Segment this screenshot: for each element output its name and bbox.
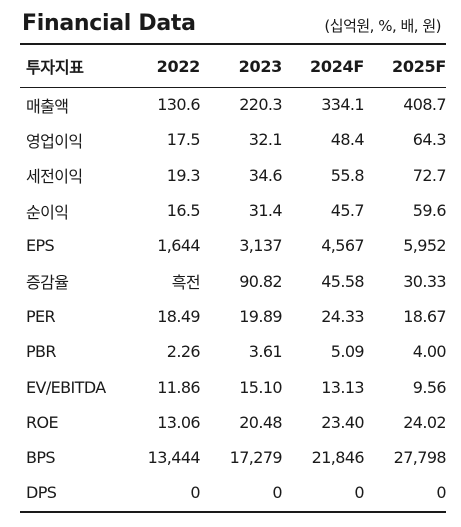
cell-value: 55.8: [330, 165, 365, 185]
cell-value: 2.26: [166, 342, 201, 362]
cell-value: 0: [354, 483, 364, 503]
cell-value: 19.89: [239, 306, 282, 326]
table-header: 투자지표 2022 2023 2024F 2025F: [20, 45, 446, 87]
cell-value: 24.33: [321, 306, 364, 326]
cell-value: 15.10: [239, 377, 282, 397]
row-label: ROE: [26, 412, 59, 432]
row-label: 영업이익: [26, 131, 83, 151]
cell-value: 20.48: [239, 412, 282, 432]
cell-value: 16.5: [166, 201, 201, 221]
table-row: PER 18.49 19.89 24.33 18.67: [20, 299, 447, 334]
row-label: EV/EBITDA: [26, 377, 106, 397]
cell-value: 3.61: [248, 342, 283, 362]
cell-value: 59.6: [412, 201, 447, 221]
header-row: 투자지표 2022 2023 2024F 2025F: [20, 45, 446, 87]
row-label: BPS: [26, 448, 56, 468]
cell-value: 9.56: [412, 377, 447, 397]
column-header-2022: 2022: [156, 56, 201, 76]
column-header-metric: 투자지표: [26, 58, 84, 77]
cell-value: 220.3: [239, 95, 282, 115]
row-label: 매출액: [26, 96, 69, 116]
cell-value: 34.6: [248, 165, 283, 185]
cell-value: 408.7: [403, 95, 446, 115]
cell-value: 17.5: [166, 130, 201, 150]
cell-value: 5,952: [403, 236, 446, 256]
cell-value: 27,798: [393, 448, 447, 468]
row-label: PER: [26, 306, 56, 326]
cell-value: 11.86: [157, 377, 200, 397]
cell-value: 72.7: [412, 165, 447, 185]
cell-value: 130.6: [157, 95, 200, 115]
column-header-2023: 2023: [238, 56, 283, 76]
table-row: 세전이익 19.3 34.6 55.8 72.7: [20, 158, 447, 193]
table-body: 매출액 130.6 220.3 334.1 408.7 영업이익 17.5 32…: [20, 87, 447, 511]
row-label: 순이익: [26, 202, 69, 222]
cell-value: 45.7: [330, 201, 365, 221]
table-header-rule: [20, 87, 446, 88]
row-label: EPS: [26, 236, 55, 256]
cell-value: 흑전: [171, 273, 201, 293]
cell-value: 24.02: [403, 412, 446, 432]
table-bottom-rule: [20, 511, 446, 513]
cell-value: 3,137: [239, 236, 282, 256]
table-row: ROE 13.06 20.48 23.40 24.02: [20, 405, 447, 440]
unit-note: (십억원, %, 배, 원): [324, 17, 441, 35]
table-row: 증감율 흑전 90.82 45.58 30.33: [20, 263, 447, 298]
cell-value: 13.13: [321, 377, 364, 397]
financial-data-table: 투자지표 2022 2023 2024F 2025F 매출액 130.6 220…: [20, 45, 447, 511]
cell-value: 19.3: [166, 165, 201, 185]
cell-value: 90.82: [239, 271, 282, 291]
table-row: BPS 13,444 17,279 21,846 27,798: [20, 440, 447, 475]
cell-value: 0: [436, 483, 446, 503]
row-label: 세전이익: [26, 167, 83, 187]
cell-value: 64.3: [412, 130, 447, 150]
column-header-2024f: 2024F: [310, 56, 364, 76]
cell-value: 17,279: [229, 448, 283, 468]
table-row: DPS 0 0 0 0: [20, 475, 447, 510]
table-top-rule: [20, 43, 446, 45]
cell-value: 1,644: [157, 236, 200, 256]
cell-value: 0: [272, 483, 282, 503]
row-label: PBR: [26, 342, 57, 362]
cell-value: 4.00: [412, 342, 447, 362]
cell-value: 30.33: [403, 271, 446, 291]
cell-value: 13,444: [147, 448, 201, 468]
cell-value: 18.49: [157, 306, 200, 326]
cell-value: 13.06: [157, 412, 200, 432]
column-header-2025f: 2025F: [392, 56, 446, 76]
cell-value: 21,846: [311, 448, 365, 468]
cell-value: 334.1: [321, 95, 364, 115]
cell-value: 4,567: [321, 236, 364, 256]
cell-value: 32.1: [248, 130, 283, 150]
table-row: EV/EBITDA 11.86 15.10 13.13 9.56: [20, 369, 447, 404]
row-label: 증감율: [26, 273, 69, 293]
page-title: Financial Data: [22, 11, 196, 36]
table-row: PBR 2.26 3.61 5.09 4.00: [20, 334, 447, 369]
cell-value: 23.40: [321, 412, 364, 432]
cell-value: 31.4: [248, 201, 283, 221]
cell-value: 18.67: [403, 306, 446, 326]
cell-value: 45.58: [321, 271, 364, 291]
table-row: 영업이익 17.5 32.1 48.4 64.3: [20, 122, 447, 157]
cell-value: 0: [190, 483, 200, 503]
table-row: 순이익 16.5 31.4 45.7 59.6: [20, 193, 447, 228]
table-row: 매출액 130.6 220.3 334.1 408.7: [20, 87, 447, 122]
row-label: DPS: [26, 483, 57, 503]
cell-value: 48.4: [330, 130, 365, 150]
table-row: EPS 1,644 3,137 4,567 5,952: [20, 228, 447, 263]
cell-value: 5.09: [330, 342, 365, 362]
